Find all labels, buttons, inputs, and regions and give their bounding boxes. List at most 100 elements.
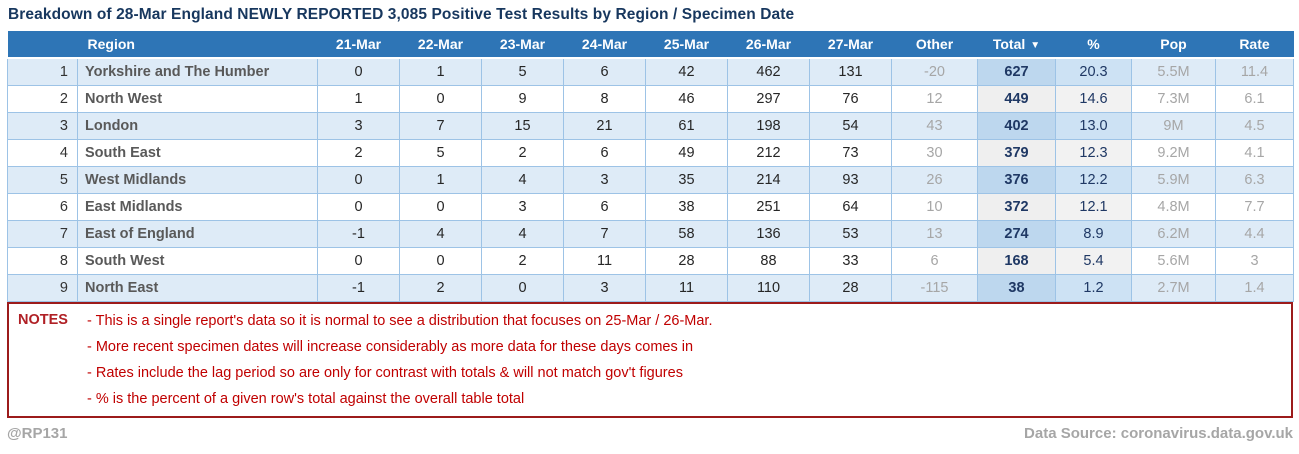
value-cell: 4 <box>481 165 564 194</box>
other-cell: -115 <box>891 273 978 302</box>
value-cell: 0 <box>399 246 482 275</box>
value-cell: 7 <box>563 219 646 248</box>
value-cell: 5 <box>399 138 482 167</box>
pop-cell: 5.5M <box>1131 57 1216 86</box>
rank-cell: 1 <box>7 57 78 86</box>
value-cell: 0 <box>399 192 482 221</box>
value-cell: 0 <box>481 273 564 302</box>
rank-cell: 7 <box>7 219 78 248</box>
rate-cell: 6.1 <box>1215 84 1294 113</box>
pop-header: Pop <box>1131 31 1216 59</box>
region-breakdown-table: Region 21-Mar 22-Mar 23-Mar 24-Mar 25-Ma… <box>7 31 1294 302</box>
table-row: 1 Yorkshire and The Humber 0 1 5 6 42 462 131 -20… <box>7 57 1294 86</box>
date-header-24mar: 24-Mar <box>563 31 646 59</box>
value-cell: 2 <box>481 246 564 275</box>
rank-cell: 2 <box>7 84 78 113</box>
table-row: 4 South East 2 5 2 6 49 212 73 30 379 12.3 9.2M 4.1 <box>7 138 1294 167</box>
value-cell: 42 <box>645 57 728 86</box>
value-cell: 0 <box>399 84 482 113</box>
table-row: 7 East of England -1 4 4 7 58 136 53 13 274 8.9 6.2M… <box>7 219 1294 248</box>
value-cell: 214 <box>727 165 810 194</box>
other-cell: 12 <box>891 84 978 113</box>
value-cell: 33 <box>809 246 892 275</box>
rank-cell: 4 <box>7 138 78 167</box>
value-cell: 4 <box>481 219 564 248</box>
total-header-label: Total <box>992 36 1026 52</box>
rank-cell: 6 <box>7 192 78 221</box>
total-sort-header[interactable]: Total ▼ <box>977 31 1056 59</box>
value-cell: 7 <box>399 111 482 140</box>
rate-cell: 4.1 <box>1215 138 1294 167</box>
value-cell: 3 <box>563 165 646 194</box>
page-title: Breakdown of 28-Mar England NEWLY REPORT… <box>8 6 795 23</box>
value-cell: 6 <box>563 138 646 167</box>
value-cell: 49 <box>645 138 728 167</box>
value-cell: 1 <box>399 165 482 194</box>
value-cell: 198 <box>727 111 810 140</box>
value-cell: 2 <box>481 138 564 167</box>
value-cell: 0 <box>317 57 400 86</box>
region-cell: East Midlands <box>77 192 318 221</box>
value-cell: 28 <box>809 273 892 302</box>
value-cell: 6 <box>563 192 646 221</box>
value-cell: 136 <box>727 219 810 248</box>
table-row: 3 London 3 7 15 21 61 198 54 43 402 13.0 9M 4.5 <box>7 111 1294 140</box>
pop-cell: 5.9M <box>1131 165 1216 194</box>
author-handle: @RP131 <box>7 424 68 442</box>
table-row: 9 North East -1 2 0 3 11 110 28 -115 38 1.2 2.7M 1.4 <box>7 273 1294 302</box>
percent-cell: 12.2 <box>1055 165 1132 194</box>
value-cell: 6 <box>563 57 646 86</box>
footer: @RP131 Data Source: coronavirus.data.gov… <box>7 425 1293 442</box>
value-cell: 1 <box>317 84 400 113</box>
date-header-25mar: 25-Mar <box>645 31 728 59</box>
pop-cell: 2.7M <box>1131 273 1216 302</box>
value-cell: 297 <box>727 84 810 113</box>
pop-cell: 9.2M <box>1131 138 1216 167</box>
table-row: 6 East Midlands 0 0 3 6 38 251 64 10 372 12.1 4.8M 7.… <box>7 192 1294 221</box>
note-line: - This is a single report's data so it i… <box>87 312 713 329</box>
value-cell: 88 <box>727 246 810 275</box>
region-cell: Yorkshire and The Humber <box>77 57 318 86</box>
table-header: Region 21-Mar 22-Mar 23-Mar 24-Mar 25-Ma… <box>7 31 1294 59</box>
value-cell: 212 <box>727 138 810 167</box>
table-row: 8 South West 0 0 2 11 28 88 33 6 168 5.4 5.6M 3 <box>7 246 1294 275</box>
value-cell: 61 <box>645 111 728 140</box>
value-cell: 46 <box>645 84 728 113</box>
value-cell: 11 <box>645 273 728 302</box>
other-cell: 13 <box>891 219 978 248</box>
region-cell: North East <box>77 273 318 302</box>
rate-cell: 7.7 <box>1215 192 1294 221</box>
rank-cell: 5 <box>7 165 78 194</box>
rank-cell: 8 <box>7 246 78 275</box>
total-cell: 376 <box>977 165 1056 194</box>
rank-cell: 3 <box>7 111 78 140</box>
date-header-23mar: 23-Mar <box>481 31 564 59</box>
region-cell: North West <box>77 84 318 113</box>
value-cell: 3 <box>481 192 564 221</box>
region-cell: South East <box>77 138 318 167</box>
value-cell: 73 <box>809 138 892 167</box>
page: Breakdown of 28-Mar England NEWLY REPORT… <box>7 6 1294 442</box>
table-row: 2 North West 1 0 9 8 46 297 76 12 449 14.6 7.3M 6.1 <box>7 84 1294 113</box>
rank-cell: 9 <box>7 273 78 302</box>
rate-cell: 4.4 <box>1215 219 1294 248</box>
pop-cell: 9M <box>1131 111 1216 140</box>
rate-cell: 4.5 <box>1215 111 1294 140</box>
region-header: Region <box>77 31 318 59</box>
value-cell: 35 <box>645 165 728 194</box>
total-cell: 38 <box>977 273 1056 302</box>
rate-cell: 3 <box>1215 246 1294 275</box>
pop-cell: 7.3M <box>1131 84 1216 113</box>
total-cell: 449 <box>977 84 1056 113</box>
other-cell: -20 <box>891 57 978 86</box>
other-cell: 6 <box>891 246 978 275</box>
other-cell: 43 <box>891 111 978 140</box>
total-cell: 402 <box>977 111 1056 140</box>
date-header-27mar: 27-Mar <box>809 31 892 59</box>
value-cell: -1 <box>317 273 400 302</box>
value-cell: 38 <box>645 192 728 221</box>
percent-cell: 14.6 <box>1055 84 1132 113</box>
percent-cell: 12.1 <box>1055 192 1132 221</box>
value-cell: 0 <box>317 246 400 275</box>
notes-label: NOTES <box>18 311 68 328</box>
